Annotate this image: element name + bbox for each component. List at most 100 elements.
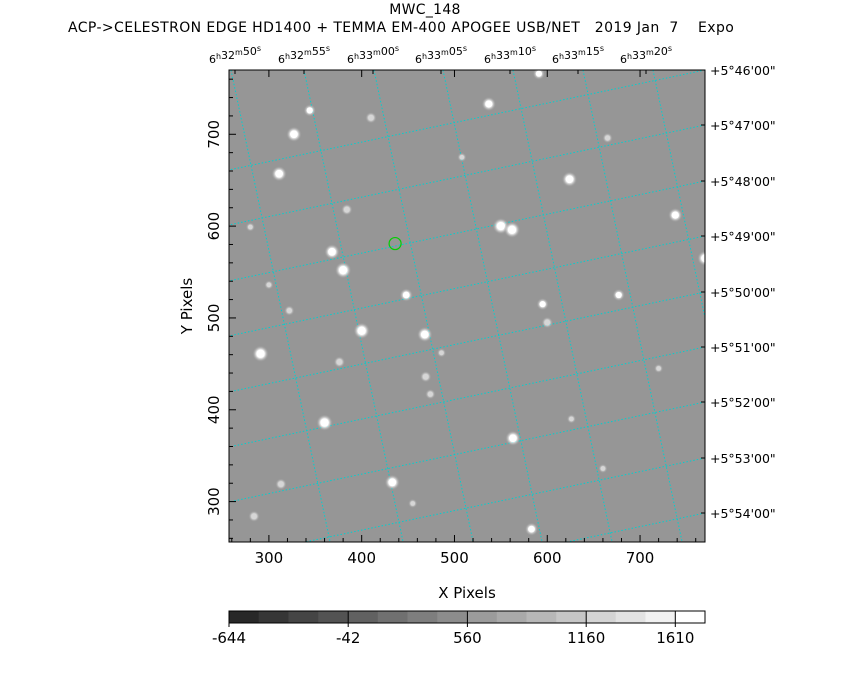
star bbox=[275, 169, 284, 178]
star bbox=[600, 466, 606, 471]
ra-label: 6h32m50s bbox=[209, 44, 261, 66]
ra-label: 6h33m05s bbox=[415, 44, 467, 66]
star bbox=[544, 319, 551, 326]
y-tick-label: 500 bbox=[205, 304, 223, 333]
star bbox=[671, 211, 679, 219]
star bbox=[422, 373, 429, 380]
star-field bbox=[245, 70, 705, 536]
star bbox=[410, 501, 416, 506]
star bbox=[306, 107, 313, 114]
x-tick-label: 400 bbox=[347, 549, 376, 567]
star bbox=[251, 513, 257, 520]
ra-label: 6h33m20s bbox=[620, 44, 672, 66]
x-tick-label: 600 bbox=[533, 549, 562, 567]
dec-label: +5°53'00" bbox=[710, 451, 776, 466]
dec-label: +5°49'00" bbox=[710, 229, 776, 244]
image-background bbox=[229, 70, 705, 542]
dec-grid-line bbox=[564, 512, 705, 542]
colorbar-tick-label: 1160 bbox=[567, 629, 605, 647]
star bbox=[368, 114, 374, 121]
colorbar-step bbox=[615, 611, 646, 623]
star bbox=[266, 282, 272, 288]
y-axis: 300 400 500 600 700 bbox=[205, 78, 236, 539]
dec-label: +5°50'00" bbox=[710, 285, 776, 300]
colorbar-step bbox=[407, 611, 438, 623]
star bbox=[247, 224, 253, 230]
y-tick-label: 400 bbox=[205, 395, 223, 424]
star bbox=[615, 291, 622, 299]
x-tick-label: 700 bbox=[626, 549, 655, 567]
colorbar-step bbox=[288, 611, 319, 623]
dec-label: +5°46'00" bbox=[710, 63, 776, 78]
star bbox=[496, 221, 506, 231]
star bbox=[320, 418, 329, 427]
star bbox=[343, 206, 350, 213]
dec-grid-line bbox=[229, 346, 705, 448]
y-tick-label: 700 bbox=[205, 120, 223, 149]
colorbar-ticks: -644 -42 560 1160 1610 bbox=[212, 611, 694, 647]
star bbox=[604, 135, 611, 141]
ra-axis-labels: 6h32m50s 6h32m55s 6h33m00s 6h33m05s 6h33m10s… bbox=[209, 44, 672, 74]
star bbox=[507, 225, 517, 234]
star bbox=[278, 481, 284, 488]
colorbar-tick-label: -644 bbox=[212, 629, 246, 647]
colorbar-step bbox=[318, 611, 349, 623]
ra-label: 6h32m55s bbox=[278, 44, 330, 66]
colorbar-step bbox=[556, 611, 587, 623]
dec-grid-line bbox=[302, 457, 705, 542]
target-marker bbox=[388, 236, 402, 251]
x-axis: 300 400 500 600 700 bbox=[231, 70, 697, 567]
star bbox=[420, 330, 429, 339]
star bbox=[701, 254, 705, 263]
colorbar-step bbox=[258, 611, 289, 623]
plot-frame bbox=[228, 69, 706, 543]
colorbar bbox=[228, 610, 706, 624]
star bbox=[509, 434, 517, 443]
dec-grid-line bbox=[229, 235, 705, 337]
star bbox=[402, 291, 410, 299]
ra-label: 6h33m00s bbox=[347, 44, 399, 66]
dec-label: +5°52'00" bbox=[710, 395, 776, 410]
star bbox=[569, 416, 574, 422]
star bbox=[535, 70, 543, 77]
star bbox=[290, 130, 298, 139]
star bbox=[336, 359, 343, 365]
colorbar-step bbox=[377, 611, 408, 623]
object-name: MWC_148 bbox=[389, 2, 461, 18]
colorbar-tick-label: 560 bbox=[453, 629, 482, 647]
wcs-grid bbox=[229, 70, 705, 542]
star bbox=[656, 366, 661, 371]
x-tick-label: 500 bbox=[440, 549, 469, 567]
star bbox=[286, 307, 292, 314]
dec-label: +5°48'00" bbox=[710, 174, 776, 189]
colorbar-tick-label: -42 bbox=[336, 629, 361, 647]
dec-label: +5°47'00" bbox=[710, 118, 776, 133]
star bbox=[427, 391, 433, 397]
ra-label: 6h33m10s bbox=[484, 44, 536, 66]
star bbox=[565, 175, 574, 184]
y-axis-title: Y Pixels bbox=[178, 278, 196, 336]
colorbar-step bbox=[586, 611, 617, 623]
star bbox=[256, 349, 265, 358]
dec-grid-line bbox=[229, 401, 705, 503]
star bbox=[439, 350, 444, 356]
dec-axis-labels: +5°46'00" +5°47'00" +5°48'00" +5°49'00" +5°5… bbox=[701, 63, 776, 521]
dec-grid-line bbox=[229, 291, 705, 393]
star bbox=[338, 266, 348, 275]
star bbox=[539, 301, 546, 308]
dec-grid-line bbox=[229, 124, 705, 226]
colorbar-step bbox=[467, 611, 498, 623]
star bbox=[528, 525, 535, 533]
colorbar-step bbox=[526, 611, 557, 623]
star bbox=[328, 247, 336, 256]
star bbox=[459, 154, 465, 160]
star bbox=[357, 326, 366, 335]
colorbar-step bbox=[496, 611, 527, 623]
colorbar-step bbox=[645, 611, 676, 623]
instrument-subtitle: ACP->CELESTRON EDGE HD1400 + TEMMA EM-40… bbox=[68, 20, 735, 36]
star bbox=[485, 100, 493, 108]
x-axis-title: X Pixels bbox=[438, 584, 496, 602]
colorbar-tick-label: 1610 bbox=[656, 629, 694, 647]
y-tick-label: 300 bbox=[205, 487, 223, 516]
